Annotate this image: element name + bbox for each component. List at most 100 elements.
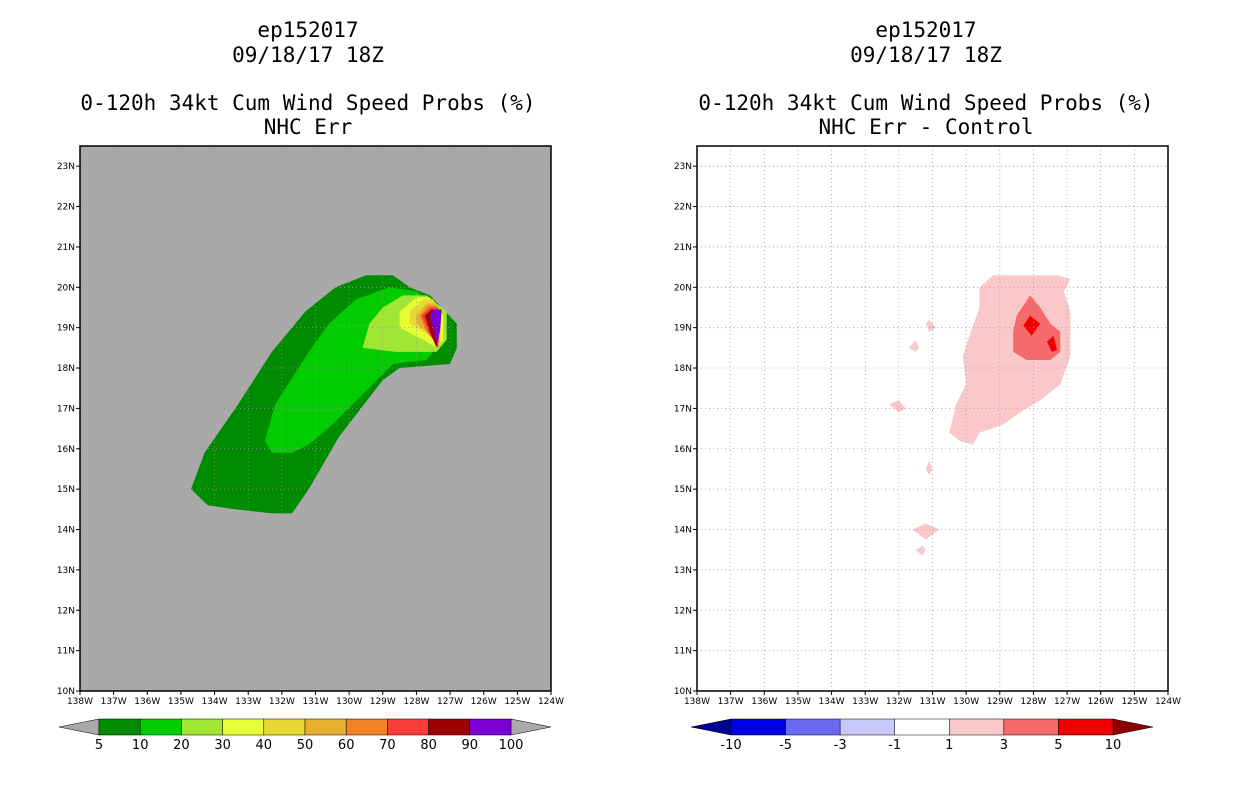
colorbar-label: 1 <box>945 738 953 753</box>
y-tick-label: 14N <box>57 526 75 536</box>
contour-level-1-6 <box>915 545 926 556</box>
plot-panel-1: 138W 137W 136W 135W 134W 133W 132W 131W 130W 129W… <box>674 145 1181 707</box>
colorbar-swatch <box>469 718 512 736</box>
right-chart-title: 0-120h 34kt Cum Wind Speed Probs (%) <box>698 91 1154 115</box>
y-tick-label: 16N <box>674 445 692 455</box>
right-subtitle-block: 0-120h 34kt Cum Wind Speed Probs (%) NHC… <box>678 91 1174 139</box>
colorbar-swatch <box>785 718 841 736</box>
colorbar-swatch <box>222 718 265 736</box>
contour-level-1-5 <box>912 523 940 540</box>
x-tick-label: 124W <box>1155 697 1181 707</box>
colorbar-under-triangle <box>690 718 732 736</box>
x-tick-label: 138W <box>67 697 93 707</box>
x-tick-label: 126W <box>471 697 497 707</box>
right-storm-id: ep152017 <box>875 18 977 42</box>
colorbar-label: 100 <box>499 738 524 753</box>
colorbar-label: -3 <box>834 738 847 753</box>
y-tick-label: 22N <box>674 203 692 213</box>
left-title-block: ep152017 09/18/17 18Z <box>60 18 556 68</box>
right-datetime: 09/18/17 18Z <box>850 43 1002 67</box>
x-tick-label: 130W <box>336 697 362 707</box>
colorbar-1: -10 -5 -3 -1 1 3 5 10 <box>690 718 1154 753</box>
colorbar-swatch <box>345 718 388 736</box>
y-tick-label: 22N <box>57 203 75 213</box>
y-tick-label: 10N <box>57 687 75 697</box>
y-tick-label: 17N <box>57 404 75 414</box>
x-tick-label: 132W <box>269 697 295 707</box>
colorbar-swatch <box>1058 718 1114 736</box>
x-tick-label: 131W <box>302 697 328 707</box>
contour-level-1-1 <box>888 400 906 413</box>
left-subtitle-block: 0-120h 34kt Cum Wind Speed Probs (%) NHC… <box>60 91 556 139</box>
colorbar-0: 5 10 20 30 40 50 60 70 80 90 100 <box>58 718 552 753</box>
colorbar-label: 90 <box>462 738 479 753</box>
x-tick-label: 134W <box>202 697 228 707</box>
colorbar-swatch <box>98 718 141 736</box>
y-tick-label: 19N <box>57 324 75 334</box>
colorbar-label: 70 <box>379 738 396 753</box>
colorbar-label: 60 <box>338 738 355 753</box>
x-tick-label: 124W <box>538 697 564 707</box>
y-tick-label: 11N <box>674 647 692 657</box>
colorbar-label: 50 <box>297 738 314 753</box>
y-tick-label: 11N <box>57 647 75 657</box>
x-tick-label: 138W <box>684 697 710 707</box>
x-tick-label: 128W <box>1020 697 1046 707</box>
x-tick-label: 129W <box>987 697 1013 707</box>
colorbar-label: 10 <box>1105 738 1122 753</box>
colorbar-label: 10 <box>132 738 149 753</box>
colorbar-swatch <box>949 718 1005 736</box>
colorbar-swatch <box>304 718 347 736</box>
x-tick-label: 127W <box>437 697 463 707</box>
colorbar-label: 20 <box>173 738 190 753</box>
colorbar-label: 5 <box>95 738 103 753</box>
y-tick-label: 12N <box>674 606 692 616</box>
contour-level-5-9 <box>1046 335 1057 352</box>
x-tick-label: 131W <box>919 697 945 707</box>
colorbar-swatch <box>428 718 471 736</box>
contour-level-5-8 <box>1023 315 1041 336</box>
colorbar-swatch <box>894 718 950 736</box>
colorbar-label: 80 <box>420 738 437 753</box>
contour-level-1-2 <box>909 339 919 352</box>
colorbar-swatch <box>139 718 182 736</box>
x-tick-label: 129W <box>370 697 396 707</box>
x-tick-label: 125W <box>504 697 530 707</box>
colorbar-label: 30 <box>214 738 231 753</box>
contour-level-1-3 <box>925 319 936 332</box>
right-chart-subtitle: NHC Err - Control <box>818 115 1034 139</box>
x-tick-label: 133W <box>235 697 261 707</box>
colorbar-swatch <box>839 718 895 736</box>
colorbar-over-triangle <box>1112 718 1154 736</box>
y-tick-label: 21N <box>674 243 692 253</box>
x-tick-label: 134W <box>819 697 845 707</box>
x-tick-label: 133W <box>852 697 878 707</box>
x-tick-label: 135W <box>168 697 194 707</box>
x-tick-label: 135W <box>785 697 811 707</box>
y-tick-label: 13N <box>674 566 692 576</box>
colorbar-swatch <box>181 718 223 736</box>
colorbar-swatch <box>730 718 786 736</box>
x-tick-label: 126W <box>1088 697 1114 707</box>
x-tick-label: 128W <box>403 697 429 707</box>
y-tick-label: 20N <box>674 283 692 293</box>
colorbar-over-triangle <box>510 718 552 736</box>
y-tick-label: 23N <box>674 162 692 172</box>
y-tick-label: 20N <box>57 283 75 293</box>
y-tick-label: 13N <box>57 566 75 576</box>
left-chart-title: 0-120h 34kt Cum Wind Speed Probs (%) <box>80 91 536 115</box>
y-tick-label: 19N <box>674 324 692 334</box>
left-chart-subtitle: NHC Err <box>263 115 353 139</box>
x-tick-label: 136W <box>134 697 160 707</box>
colorbar-swatch <box>387 718 429 736</box>
y-tick-label: 18N <box>57 364 75 374</box>
x-tick-label: 125W <box>1121 697 1147 707</box>
y-tick-label: 15N <box>57 485 75 495</box>
y-tick-label: 17N <box>674 404 692 414</box>
colorbar-label: -10 <box>720 738 741 753</box>
colorbar-label: -1 <box>888 738 901 753</box>
colorbar-label: -5 <box>779 738 792 753</box>
colorbar-label: 5 <box>1054 738 1062 753</box>
x-tick-label: 132W <box>886 697 912 707</box>
y-tick-label: 23N <box>57 162 75 172</box>
